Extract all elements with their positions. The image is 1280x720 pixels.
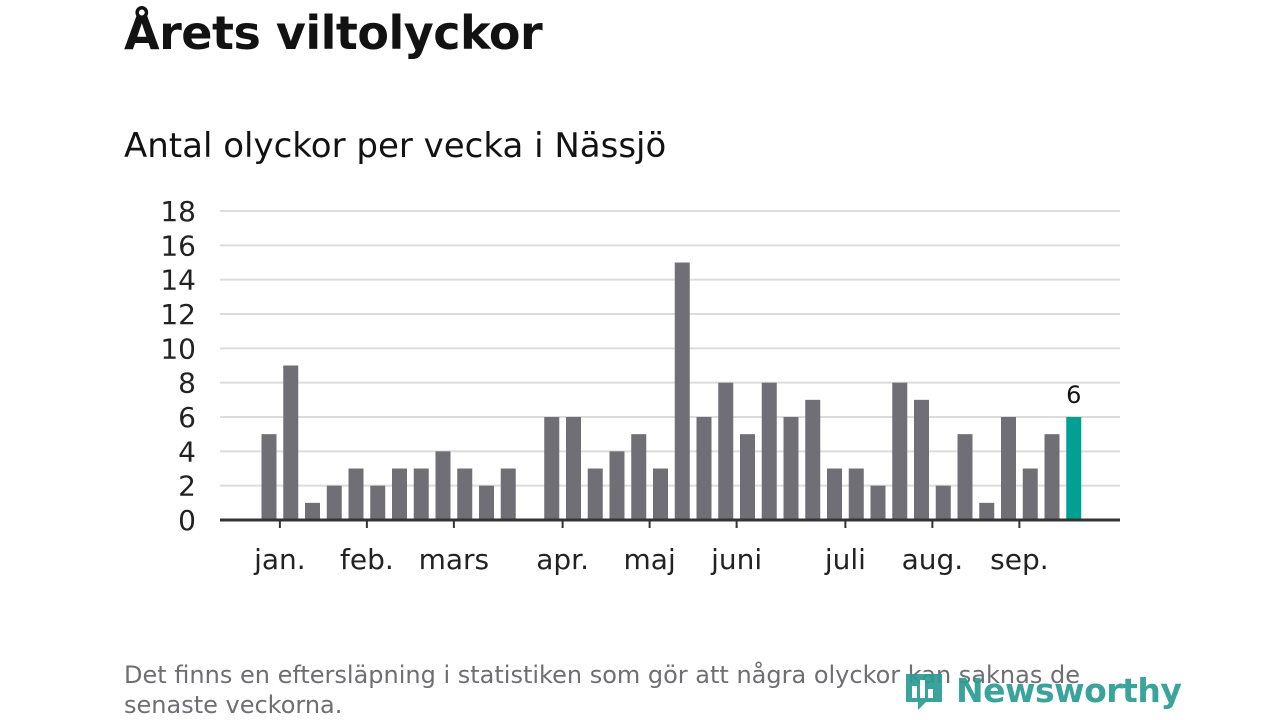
bar bbox=[348, 468, 364, 520]
y-tick-label: 4 bbox=[178, 435, 196, 468]
x-tick-label: juli bbox=[824, 543, 866, 576]
x-tick-label: sep. bbox=[990, 543, 1049, 576]
bar bbox=[870, 485, 886, 520]
x-tick-label: aug. bbox=[902, 543, 964, 576]
bar bbox=[261, 434, 277, 520]
bar bbox=[892, 382, 908, 520]
bar bbox=[696, 417, 712, 520]
bar bbox=[587, 468, 603, 520]
bar bbox=[935, 485, 951, 520]
bar bbox=[392, 468, 407, 520]
bar bbox=[740, 434, 755, 520]
bar bbox=[718, 382, 734, 520]
bar bbox=[305, 502, 320, 520]
y-tick-label: 14 bbox=[160, 264, 196, 297]
bar bbox=[848, 468, 864, 520]
bar bbox=[653, 468, 668, 520]
bar bbox=[1001, 417, 1016, 520]
bar bbox=[979, 502, 995, 520]
x-tick-label: juni bbox=[710, 543, 762, 576]
bar bbox=[566, 417, 581, 520]
bar bbox=[827, 468, 842, 520]
y-tick-label: 16 bbox=[160, 229, 196, 262]
chart-subtitle: Antal olyckor per vecka i Nässjö bbox=[124, 126, 667, 166]
bar bbox=[783, 417, 799, 520]
chart-title: Årets viltolyckor bbox=[124, 6, 543, 60]
brand-name: Newsworthy bbox=[956, 670, 1182, 710]
bar bbox=[805, 399, 821, 520]
y-tick-label: 10 bbox=[160, 332, 196, 365]
y-tick-label: 2 bbox=[178, 470, 196, 503]
bar bbox=[457, 468, 473, 520]
bar bbox=[609, 451, 625, 520]
y-tick-label: 12 bbox=[160, 298, 196, 331]
bar bbox=[957, 434, 973, 520]
x-tick-label: maj bbox=[624, 543, 676, 576]
bar bbox=[1044, 434, 1060, 520]
brand-logo: Newsworthy bbox=[902, 668, 1182, 712]
x-tick-label: jan. bbox=[253, 543, 306, 576]
bar bbox=[479, 485, 494, 520]
x-tick-label: apr. bbox=[536, 543, 589, 576]
bar bbox=[413, 468, 429, 520]
highlight-data-label: 6 bbox=[1066, 381, 1081, 409]
y-tick-label: 18 bbox=[160, 195, 196, 228]
y-tick-label: 0 bbox=[178, 504, 196, 537]
bar bbox=[914, 399, 929, 520]
newsworthy-logo-icon bbox=[906, 674, 942, 710]
x-tick-label: feb. bbox=[340, 543, 394, 576]
bar bbox=[631, 434, 647, 520]
bar bbox=[1022, 468, 1038, 520]
bar bbox=[544, 417, 560, 520]
y-tick-label: 8 bbox=[178, 367, 196, 400]
highlight-bar bbox=[1066, 417, 1082, 520]
bar bbox=[283, 365, 299, 520]
bar bbox=[370, 485, 386, 520]
y-tick-label: 6 bbox=[178, 401, 196, 434]
bar bbox=[435, 451, 451, 520]
bar bbox=[761, 382, 777, 520]
x-tick-label: mars bbox=[419, 543, 490, 576]
bar bbox=[674, 262, 690, 520]
bar bbox=[500, 468, 516, 520]
bar bbox=[326, 485, 342, 520]
